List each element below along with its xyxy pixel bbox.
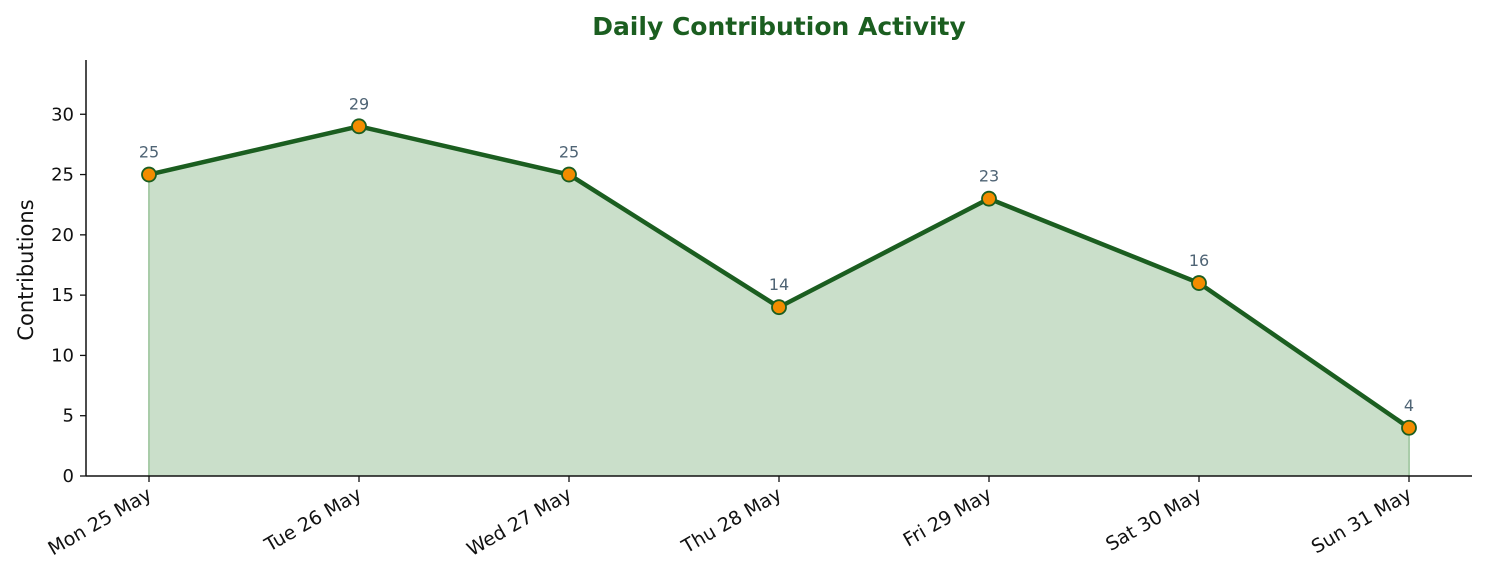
- chart-title: Daily Contribution Activity: [592, 12, 966, 41]
- x-tick-label: Mon 25 May: [44, 483, 155, 560]
- data-point: [141, 166, 157, 183]
- y-tick-label: 5: [63, 406, 74, 427]
- x-tick-label: Thu 28 May: [677, 483, 785, 558]
- data-label: 4: [1404, 396, 1414, 415]
- data-label: 23: [979, 167, 999, 186]
- x-tick-label: Sat 30 May: [1102, 483, 1205, 555]
- plot-area: 0 5 10 15 20 25 30 Mon 25 May Tue 26 May Wed 27 M…: [44, 60, 1472, 561]
- y-tick-label: 10: [51, 345, 74, 366]
- data-point: [1191, 275, 1207, 291]
- data-point: [1401, 419, 1417, 436]
- x-tick-label: Tue 26 May: [260, 483, 365, 557]
- x-tick-label: Wed 27 May: [463, 483, 575, 561]
- y-tick-label: 0: [63, 466, 74, 487]
- x-tick-label: Sun 31 May: [1308, 483, 1416, 558]
- y-axis-label: Contributions: [14, 199, 38, 340]
- x-tick-label: Fri 29 May: [899, 483, 995, 551]
- y-tick-label: 20: [51, 225, 74, 246]
- data-point: [351, 118, 367, 135]
- y-tick-label: 30: [51, 104, 74, 125]
- data-label: 16: [1189, 251, 1209, 270]
- data-point: [981, 190, 997, 207]
- data-label: 25: [139, 143, 159, 162]
- data-label: 25: [559, 143, 579, 162]
- y-tick-label: 25: [51, 165, 74, 186]
- y-tick-label: 15: [51, 285, 74, 306]
- data-label: 29: [349, 94, 369, 113]
- area-fill: [149, 126, 1409, 476]
- data-point: [561, 166, 577, 183]
- data-point: [771, 299, 787, 316]
- data-label: 14: [769, 275, 789, 294]
